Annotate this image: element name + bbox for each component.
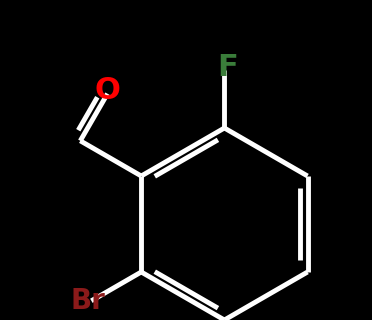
Text: O: O (94, 76, 121, 105)
Text: F: F (217, 53, 238, 82)
Text: Br: Br (71, 287, 106, 315)
